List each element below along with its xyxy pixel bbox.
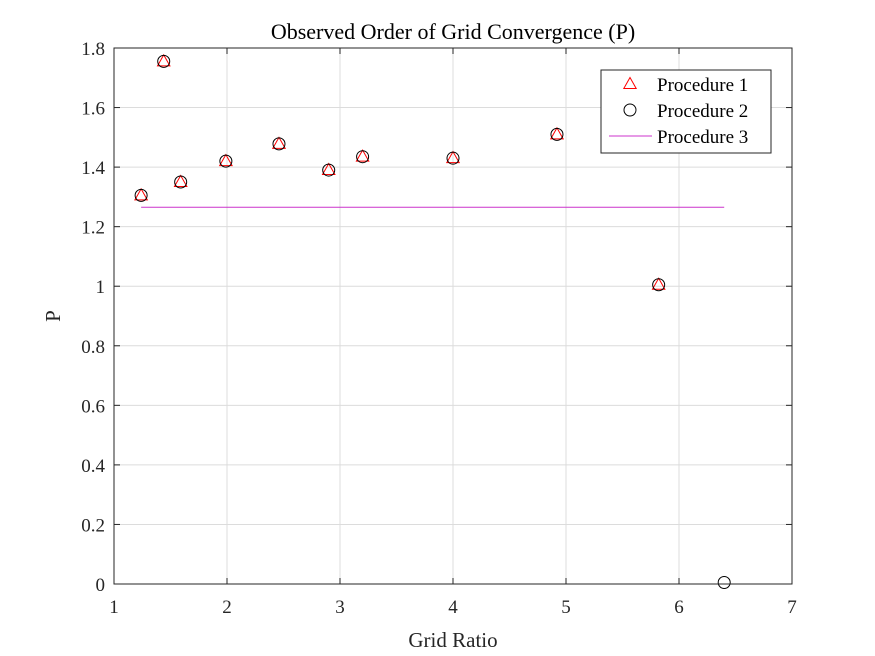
circle-point xyxy=(272,137,286,151)
legend-label: Procedure 2 xyxy=(657,101,748,122)
circle-point xyxy=(157,54,171,68)
legend-circle-icon xyxy=(623,103,637,117)
circle-point xyxy=(174,175,188,189)
legend-box xyxy=(600,69,772,154)
circle-point xyxy=(717,576,731,590)
circle-point xyxy=(219,154,233,168)
legend-items: Procedure 1 Procedure 2 Procedure 3 xyxy=(609,75,748,148)
legend: Procedure 1 Procedure 2 Procedure 3 xyxy=(600,69,772,154)
circle-point xyxy=(356,150,370,164)
triangle-point xyxy=(271,136,287,149)
ticks: 1 2 3 4 5 6 7 0 0.2 0.4 0.6 0.8 1 1.2 1.4 1.6 1.8 xyxy=(81,39,797,618)
legend-item: Procedure 2 xyxy=(623,101,748,122)
y-tick-label: 0.8 xyxy=(81,337,105,358)
chart-title: Observed Order of Grid Convergence (P) xyxy=(271,19,635,44)
x-tick-label: 2 xyxy=(222,597,232,618)
y-tick-label: 0 xyxy=(96,575,106,596)
legend-label: Procedure 3 xyxy=(657,127,748,148)
circle-point xyxy=(134,188,148,202)
y-tick-label: 1.8 xyxy=(81,39,105,60)
x-tick-label: 4 xyxy=(448,597,458,618)
y-tick-label: 0.4 xyxy=(81,456,105,477)
triangle-point xyxy=(355,149,370,162)
triangle-point xyxy=(651,277,666,290)
circle-point xyxy=(550,127,564,141)
y-tick-label: 1.2 xyxy=(81,218,105,239)
triangle-point xyxy=(445,150,461,164)
circle-point xyxy=(652,278,666,292)
legend-item: Procedure 1 xyxy=(622,75,748,96)
legend-label: Procedure 1 xyxy=(657,75,748,96)
triangle-point xyxy=(156,53,171,67)
circle-point xyxy=(446,151,460,165)
triangle-point xyxy=(549,126,565,140)
x-tick-label: 6 xyxy=(674,597,684,618)
circle-point xyxy=(322,163,336,177)
x-tick-label: 3 xyxy=(335,597,345,618)
triangle-point xyxy=(218,153,233,167)
data-layer xyxy=(134,53,731,590)
legend-item: Procedure 3 xyxy=(609,127,748,148)
x-axis-title: Grid Ratio xyxy=(408,628,497,652)
x-tick-label: 7 xyxy=(787,597,797,618)
legend-triangle-icon xyxy=(622,76,638,89)
triangle-point xyxy=(321,162,336,176)
triangle-point xyxy=(173,174,188,187)
triangle-point xyxy=(134,187,149,201)
x-tick-label: 5 xyxy=(561,597,571,618)
y-tick-label: 1.6 xyxy=(81,99,105,120)
y-tick-label: 1.4 xyxy=(81,158,105,179)
x-tick-label: 1 xyxy=(109,597,119,618)
y-tick-label: 0.2 xyxy=(81,515,105,536)
y-axis-title: P xyxy=(41,310,65,322)
series-procedure-1 xyxy=(134,53,666,290)
y-tick-label: 0.6 xyxy=(81,396,105,417)
series-procedure-2 xyxy=(134,54,731,590)
y-tick-label: 1 xyxy=(96,277,106,298)
